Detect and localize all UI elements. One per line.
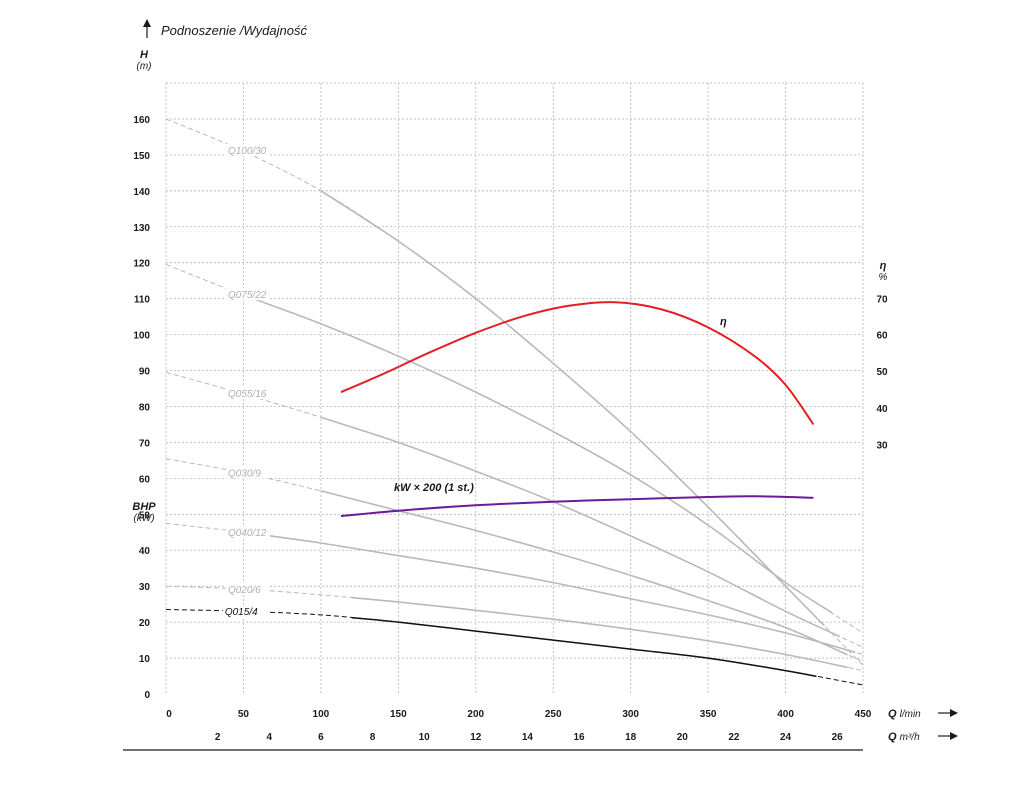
x2-tick-label: 14 [522,732,534,743]
curve-Q100/30 [320,190,825,627]
x-tick-label: 300 [622,709,639,720]
x2-tick-label: 12 [470,732,482,743]
y-tick-label: 60 [139,474,151,485]
curve-Q020/6 [351,596,848,669]
x-axis-label: Q l/min [888,708,921,720]
y-tick-label: 110 [134,295,151,306]
eta-tick-label: 60 [876,331,888,342]
y-tick-label: 130 [133,223,150,234]
x-tick-label: 400 [777,709,794,720]
x2-tick-label: 22 [728,732,740,743]
curve-label-bg [225,143,270,156]
x2-axis-label: Q m³/h [888,731,920,743]
right-arrow-head-icon [950,732,958,740]
curve-label: Q100/30 [228,146,267,157]
y-tick-label: 40 [139,546,151,557]
y-tick-label: 30 [139,582,151,593]
x2-tick-label: 8 [370,732,376,743]
y-tick-label: 160 [133,115,150,126]
curve-label: Q030/9 [228,468,261,479]
y-tick-label: 90 [139,367,151,378]
eta-tick-label: 70 [876,295,888,306]
y-tick-label: 10 [139,654,151,665]
x2-tick-label: 10 [419,732,431,743]
x-tick-label: 200 [467,709,484,720]
curve-label-bg [225,582,270,595]
efficiency-curve [340,301,815,425]
y-tick-label: 0 [144,690,150,701]
x2-tick-label: 24 [780,732,792,743]
curve-Q030/9 [320,490,848,656]
x-tick-label: 350 [700,709,717,720]
grid [165,82,864,694]
curve-label-bg [225,387,270,400]
bhp-axis-unit: (kW) [133,513,154,524]
curve-Q075/22 [258,300,833,614]
x-tick-label: 0 [166,709,172,720]
y-axis-label: H [140,49,149,61]
x2-tick-label: 20 [677,732,689,743]
up-arrow-head-icon [143,19,151,27]
bhp-axis-label: BHP [132,501,156,513]
efficiency-label: η [720,316,727,328]
curve-label-bg [225,287,270,300]
curve-label-bg [222,605,267,618]
curve-label: Q075/22 [228,290,267,301]
eta-tick-label: 30 [876,441,888,452]
curve-Q040/12 [258,533,856,654]
x-tick-label: 250 [545,709,562,720]
x-tick-label: 100 [313,709,330,720]
curve-dashed-Q030/9 [165,458,864,663]
right-arrow-head-icon [950,709,958,717]
curve-dashed-Q015/4 [165,609,864,686]
power-label: kW × 200 (1 st.) [394,482,474,494]
series-layer [165,118,864,686]
y-tick-label: 80 [139,402,151,413]
y-tick-label: 150 [133,151,150,162]
x2-tick-label: 26 [832,732,844,743]
x2-tick-label: 18 [625,732,637,743]
curve-dashed-Q040/12 [165,522,864,655]
x2-tick-label: 2 [215,732,221,743]
y-axis-unit: (m) [137,61,152,72]
power-curve [340,495,814,518]
curve-Q015/4 [351,617,817,678]
curve-dashed-Q100/30 [165,118,864,666]
y-tick-label: 140 [133,187,150,198]
x-tick-label: 50 [238,709,250,720]
eta-axis-unit: % [879,272,888,283]
curve-dashed-Q055/16 [165,371,864,648]
eta-axis-label: η [880,260,887,272]
axes: 0102030405060708090100110120130140150160… [123,19,958,751]
curve-label-bg [225,466,270,479]
eta-tick-label: 50 [876,367,888,378]
x2-tick-label: 4 [266,732,272,743]
curve-Q055/16 [320,416,841,638]
curve-label: Q020/6 [228,585,261,596]
labels-layer: Podnoszenie /Wydajność H(m) BHP(kW) η% Q l/m… [132,23,921,743]
y-tick-label: 100 [133,331,150,342]
eta-tick-label: 40 [876,404,888,415]
x-tick-label: 450 [855,709,872,720]
y-tick-label: 20 [139,618,151,629]
y-tick-label: 120 [133,259,150,270]
x2-tick-label: 6 [318,732,324,743]
curve-label: Q040/12 [228,528,267,539]
curve-label: Q055/16 [228,389,267,400]
y-tick-label: 70 [139,438,151,449]
x2-tick-label: 16 [573,732,585,743]
chart-title: Podnoszenie /Wydajność [161,23,307,38]
y-tick-label: 50 [139,510,151,521]
curve-label-bg [225,525,270,538]
curve-label: Q015/4 [225,607,258,618]
x-tick-label: 150 [390,709,407,720]
